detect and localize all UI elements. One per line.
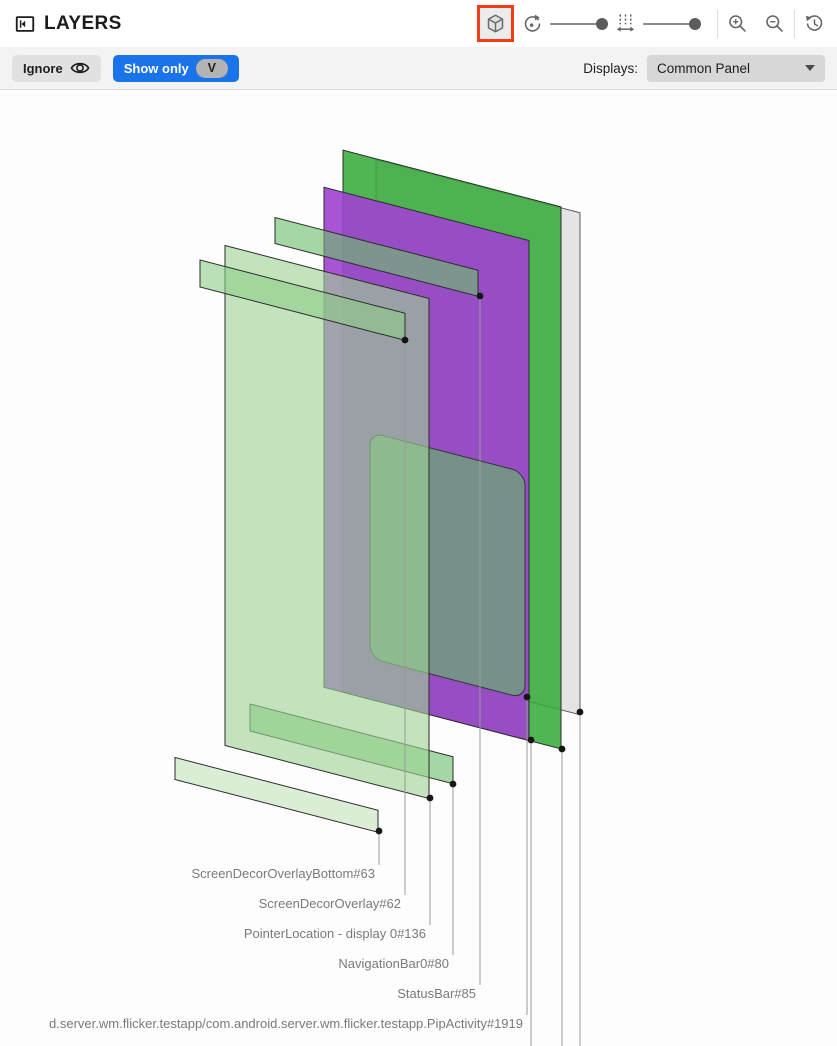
layer-anchor-dot xyxy=(523,693,531,701)
spacing-slider-track xyxy=(643,22,693,25)
rotation-slider-thumb[interactable] xyxy=(596,17,608,30)
layer-label[interactable]: PointerLocation - display 0#136 xyxy=(244,926,426,941)
ignore-button[interactable]: Ignore xyxy=(12,54,101,82)
rotate-view-icon[interactable] xyxy=(522,13,543,34)
zoom-in-icon[interactable] xyxy=(727,13,748,34)
layer-anchor-dot xyxy=(449,780,457,788)
layer-anchor-dot xyxy=(558,745,566,753)
layer-anchor-dot xyxy=(527,736,535,744)
reset-view-icon[interactable] xyxy=(804,13,825,34)
ignore-button-label: Ignore xyxy=(23,60,63,76)
screen-decor-overlay-layer[interactable] xyxy=(199,259,406,341)
status-bar-layer[interactable] xyxy=(274,216,479,297)
pointer-location-layer[interactable] xyxy=(224,244,430,800)
displays-select-value: Common Panel xyxy=(657,60,751,76)
toolbar-divider xyxy=(717,9,718,38)
spacing-slider-thumb[interactable] xyxy=(689,17,701,30)
spacing-slider[interactable] xyxy=(643,12,701,36)
layer-anchor-dot xyxy=(375,827,383,835)
show-only-button[interactable]: Show only V xyxy=(112,54,239,82)
displays-label: Displays: xyxy=(583,60,638,76)
rotation-slider[interactable] xyxy=(550,12,608,36)
layer-label[interactable]: NavigationBar0#80 xyxy=(338,956,449,971)
panel-header: LAYERS xyxy=(0,0,837,48)
page-title: LAYERS xyxy=(44,12,122,34)
highlight-box xyxy=(477,5,514,42)
zoom-out-icon[interactable] xyxy=(764,13,785,34)
cube-3d-icon[interactable] xyxy=(485,13,506,34)
layer-anchor-dot xyxy=(476,292,484,300)
displays-group: Displays: Common Panel xyxy=(583,54,825,82)
layer-label[interactable]: d.server.wm.flicker.testapp/com.android.… xyxy=(49,1016,523,1031)
layer-label[interactable]: ScreenDecorOverlayBottom#63 xyxy=(191,866,375,881)
layers-panel-icon xyxy=(15,15,35,32)
layer-anchor-dot xyxy=(426,794,434,802)
filter-bar: Ignore Show only V Displays: Common Pane… xyxy=(0,47,837,90)
layer-anchor-dot xyxy=(401,336,409,344)
toolbar-divider xyxy=(794,9,795,38)
layer-spacing-icon[interactable] xyxy=(615,13,636,34)
show-only-flag-badge: V xyxy=(195,58,228,78)
screen-decor-overlay-bottom-layer[interactable] xyxy=(174,756,379,833)
displays-select[interactable]: Common Panel xyxy=(647,54,825,82)
rotation-slider-track xyxy=(550,22,600,25)
title-group: LAYERS xyxy=(0,13,122,35)
chevron-down-icon xyxy=(805,65,815,71)
layer-label[interactable]: ScreenDecorOverlay#62 xyxy=(259,896,401,911)
layer-label[interactable]: StatusBar#85 xyxy=(397,986,476,1001)
layer-anchor-dot xyxy=(576,708,584,716)
show-only-button-label: Show only xyxy=(123,60,189,76)
eye-icon xyxy=(70,62,90,74)
toolbar xyxy=(477,0,825,47)
